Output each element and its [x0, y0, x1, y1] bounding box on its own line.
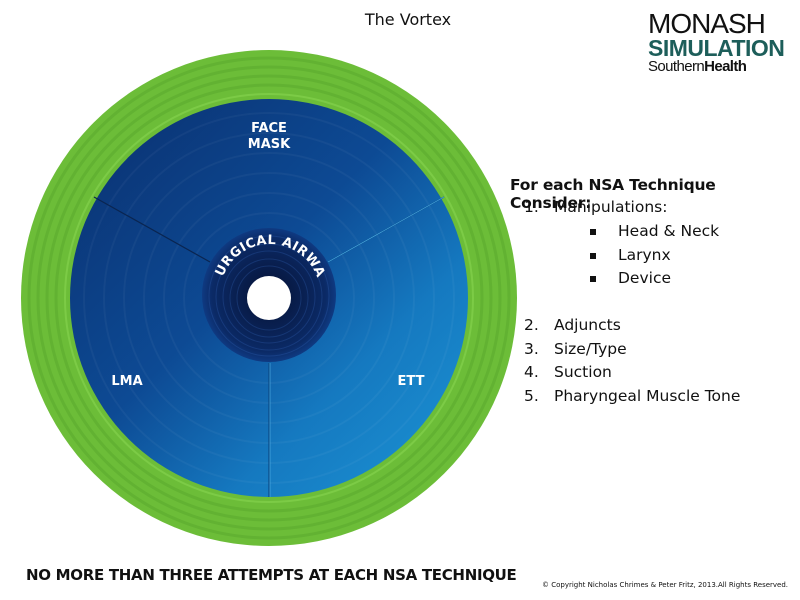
- list-item-manipulations: 1. Manipulations:: [524, 198, 667, 216]
- list-label: Pharyngeal Muscle Tone: [554, 387, 741, 405]
- sub-item-larynx: Larynx: [618, 246, 671, 264]
- bullet-icon: [590, 276, 596, 282]
- logo-line-simulation: SIMULATION: [648, 35, 785, 61]
- page-title-text: The Vortex: [364, 10, 452, 29]
- sub-item-head-neck: Head & Neck: [618, 222, 720, 240]
- list-number: 5.: [524, 387, 539, 405]
- panel-heading: For each NSA Technique Consider:: [510, 176, 716, 212]
- monash-simulation-logo: MONASH SIMULATION SouthernHealth: [648, 8, 785, 75]
- surgical-airway-center: [202, 228, 336, 362]
- list-item-suction: 4. Suction: [524, 363, 612, 381]
- list-number: 2.: [524, 316, 539, 334]
- list-item-size-type: 3. Size/Type: [524, 340, 627, 358]
- list-label: Manipulations:: [554, 198, 668, 216]
- list-label: Size/Type: [554, 340, 627, 358]
- copyright-notice: © Copyright Nicholas Chrimes & Peter Fri…: [542, 581, 789, 589]
- logo-southern: Southern: [648, 58, 705, 75]
- list-label: Suction: [554, 363, 612, 381]
- sub-item-device: Device: [618, 269, 672, 287]
- list-item-pharyngeal-muscle-tone: 5. Pharyngeal Muscle Tone: [524, 387, 740, 405]
- segment-label-lma: LMA: [111, 374, 142, 389]
- footer-warning: NO MORE THAN THREE ATTEMPTS AT EACH NSA …: [26, 566, 517, 584]
- bullet-icon: [590, 229, 596, 235]
- list-item-adjuncts: 2. Adjuncts: [524, 316, 621, 334]
- center-hole: [247, 276, 291, 320]
- nsa-technique-panel: For each NSA Technique Consider: 1. Manip…: [510, 176, 800, 405]
- list-number: 3.: [524, 340, 539, 358]
- list-label: Adjuncts: [554, 316, 621, 334]
- segment-dividers: [93, 196, 445, 497]
- logo-line-monash: MONASH: [648, 8, 766, 39]
- segment-label-face-mask-line2: MASK: [248, 137, 291, 152]
- logo-health: Health: [704, 58, 747, 75]
- bullet-icon: [590, 253, 596, 259]
- page-title: The Vortex: [0, 10, 800, 29]
- list-number: 4.: [524, 363, 539, 381]
- segment-label-ett: ETT: [398, 374, 425, 389]
- logo-line-southern-health: SouthernHealth: [648, 59, 784, 74]
- list-number: 1.: [524, 198, 539, 216]
- segment-label-face-mask-line1: FACE: [251, 121, 287, 136]
